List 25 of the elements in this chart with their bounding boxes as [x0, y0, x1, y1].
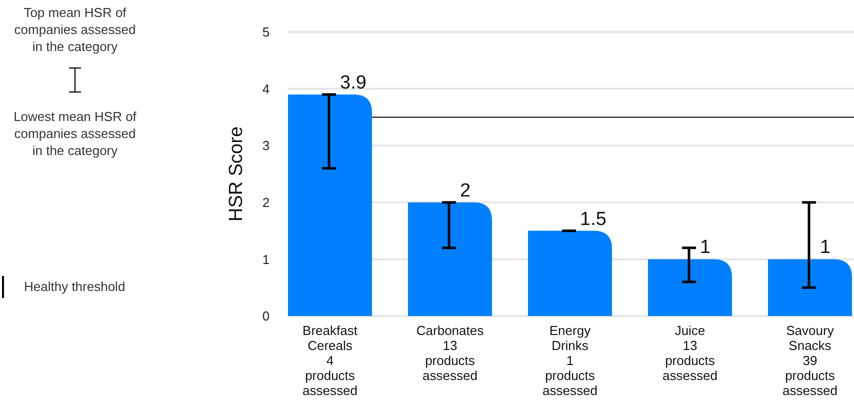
text: Lowest mean HSR of companies assessed in the category: [14, 109, 137, 158]
y-tick-label: 0: [262, 308, 270, 324]
y-tick-label: 5: [262, 24, 270, 40]
y-tick-label: 4: [262, 81, 270, 96]
y-tick-label: 3: [262, 138, 270, 154]
bar: [408, 202, 492, 316]
data-label: 1: [700, 237, 711, 258]
x-tick-label: Breakfast Cereals 4 products assessed: [302, 323, 358, 398]
x-tick-label: Energy Drinks 1 products assessed: [542, 323, 598, 398]
x-tick-label: Carbonates 13 products assessed: [416, 323, 484, 383]
x-tick-label: Juice 13 products assessed: [662, 323, 718, 383]
data-label: 2: [460, 180, 471, 202]
bar: [648, 259, 732, 316]
bar: [528, 230, 612, 316]
bar: [768, 259, 852, 316]
y-tick-label: 1: [262, 252, 270, 267]
text: Top mean HSR of companies assessed in the category: [14, 5, 136, 54]
x-tick-label: Savoury Snacks 39 products assessed: [782, 323, 838, 398]
y-tick-label: 2: [262, 194, 270, 210]
data-label: 1.5: [580, 208, 606, 230]
data-label: 1: [820, 237, 831, 258]
y-axis-title: HSR Score: [226, 126, 247, 222]
legend-label: Healthy threshold: [24, 279, 126, 294]
data-label: 3.9: [340, 72, 366, 94]
bar: [288, 94, 372, 316]
